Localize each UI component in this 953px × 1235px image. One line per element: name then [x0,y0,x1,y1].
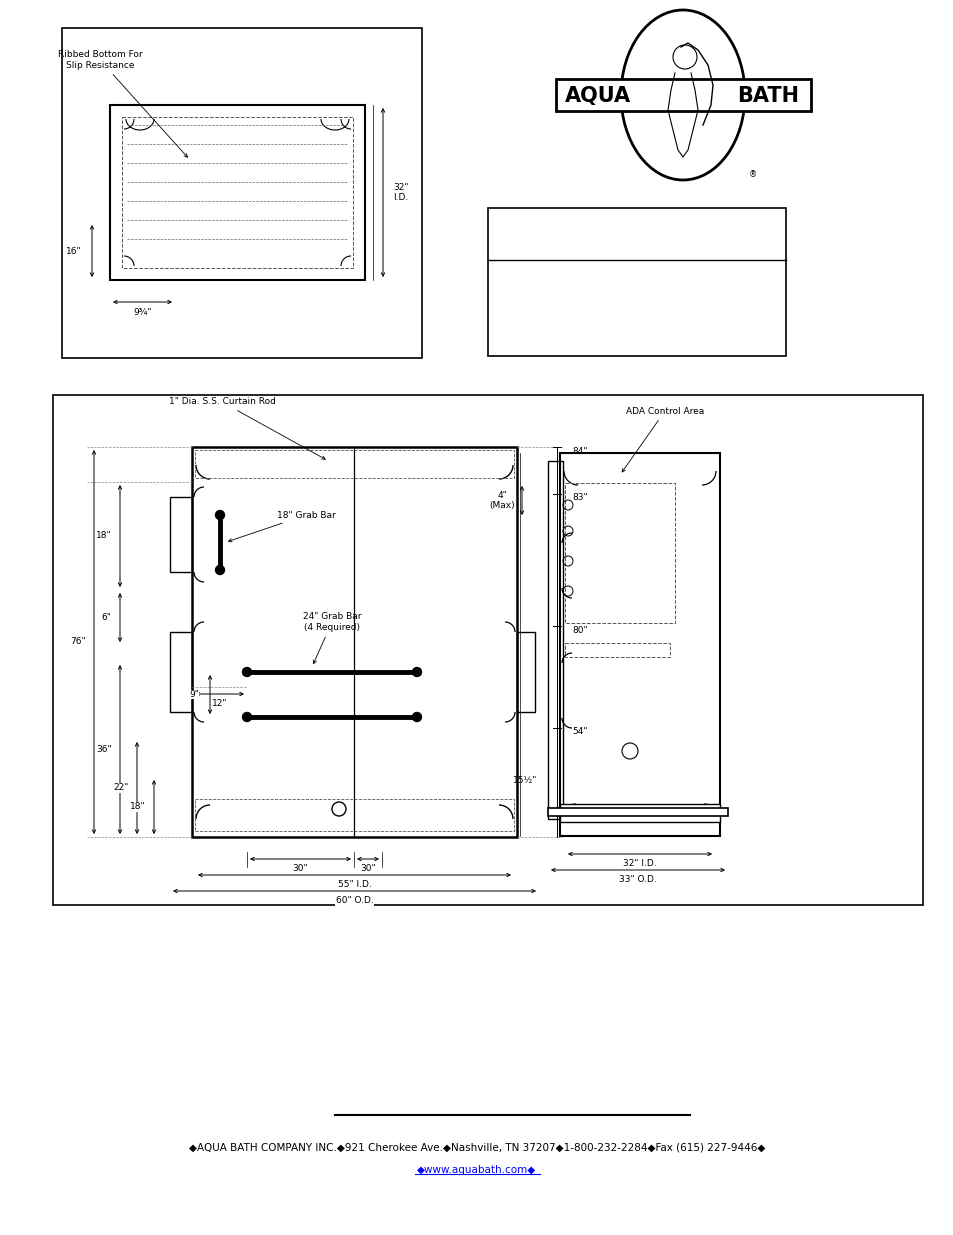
Circle shape [242,667,252,677]
Circle shape [412,667,421,677]
Bar [194,450,514,478]
Text: 12": 12" [212,699,227,709]
Bar [564,483,675,622]
Bar [192,447,517,837]
Text: 36": 36" [96,745,112,755]
Text: 9": 9" [189,690,199,699]
Text: ◆www.aquabath.com◆: ◆www.aquabath.com◆ [416,1165,536,1174]
Text: 16": 16" [66,247,82,256]
Bar [547,461,562,819]
Text: 1" Dia. S.S. Curtain Rod: 1" Dia. S.S. Curtain Rod [169,398,325,459]
Text: 60" O.D.: 60" O.D. [335,897,373,905]
Text: 55" I.D.: 55" I.D. [337,881,371,889]
Text: ◆AQUA BATH COMPANY INC.◆921 Cherokee Ave.◆Nashville, TN 37207◆1-800-232-2284◆Fax: ◆AQUA BATH COMPANY INC.◆921 Cherokee Ave… [189,1144,764,1153]
Text: AQUA: AQUA [564,86,630,106]
Bar [53,395,923,905]
Text: ADA Control Area: ADA Control Area [621,406,703,472]
Text: 24" Grab Bar
(4 Required): 24" Grab Bar (4 Required) [302,613,361,663]
Bar [110,105,365,280]
Text: 80": 80" [572,626,587,635]
Text: 4"
(Max): 4" (Max) [489,490,515,510]
Text: 30": 30" [360,864,375,873]
Circle shape [215,566,224,574]
Text: 54": 54" [572,727,587,736]
Text: 33" O.D.: 33" O.D. [618,876,657,884]
Bar [194,799,514,831]
Circle shape [215,510,224,520]
Bar [62,28,421,358]
Bar [559,453,720,836]
Text: 6": 6" [101,613,111,622]
Text: 15½": 15½" [513,777,537,785]
Bar [170,632,192,713]
Text: 30": 30" [293,864,308,873]
Text: 18": 18" [96,531,112,541]
Text: 83": 83" [572,493,587,503]
Text: 22": 22" [113,783,129,793]
Bar [559,804,720,823]
Circle shape [242,713,252,721]
Text: BATH: BATH [737,86,799,106]
Text: ®: ® [748,170,757,179]
Bar [488,207,785,356]
Text: 32" I.D.: 32" I.D. [622,860,656,868]
Text: 76": 76" [71,637,86,646]
Text: 84": 84" [572,447,587,456]
Text: 18" Grab Bar: 18" Grab Bar [229,510,335,542]
Bar [122,117,353,268]
Bar [564,643,669,657]
Text: 18": 18" [130,803,146,811]
Text: 32"
I.D.: 32" I.D. [393,183,408,203]
Circle shape [412,713,421,721]
Bar [556,79,810,111]
Bar [170,496,192,572]
Text: 9¾": 9¾" [133,308,152,316]
Ellipse shape [620,10,744,180]
Bar [517,632,535,713]
Bar [547,808,727,816]
Text: Ribbed Bottom For
Slip Resistance: Ribbed Bottom For Slip Resistance [57,51,188,157]
